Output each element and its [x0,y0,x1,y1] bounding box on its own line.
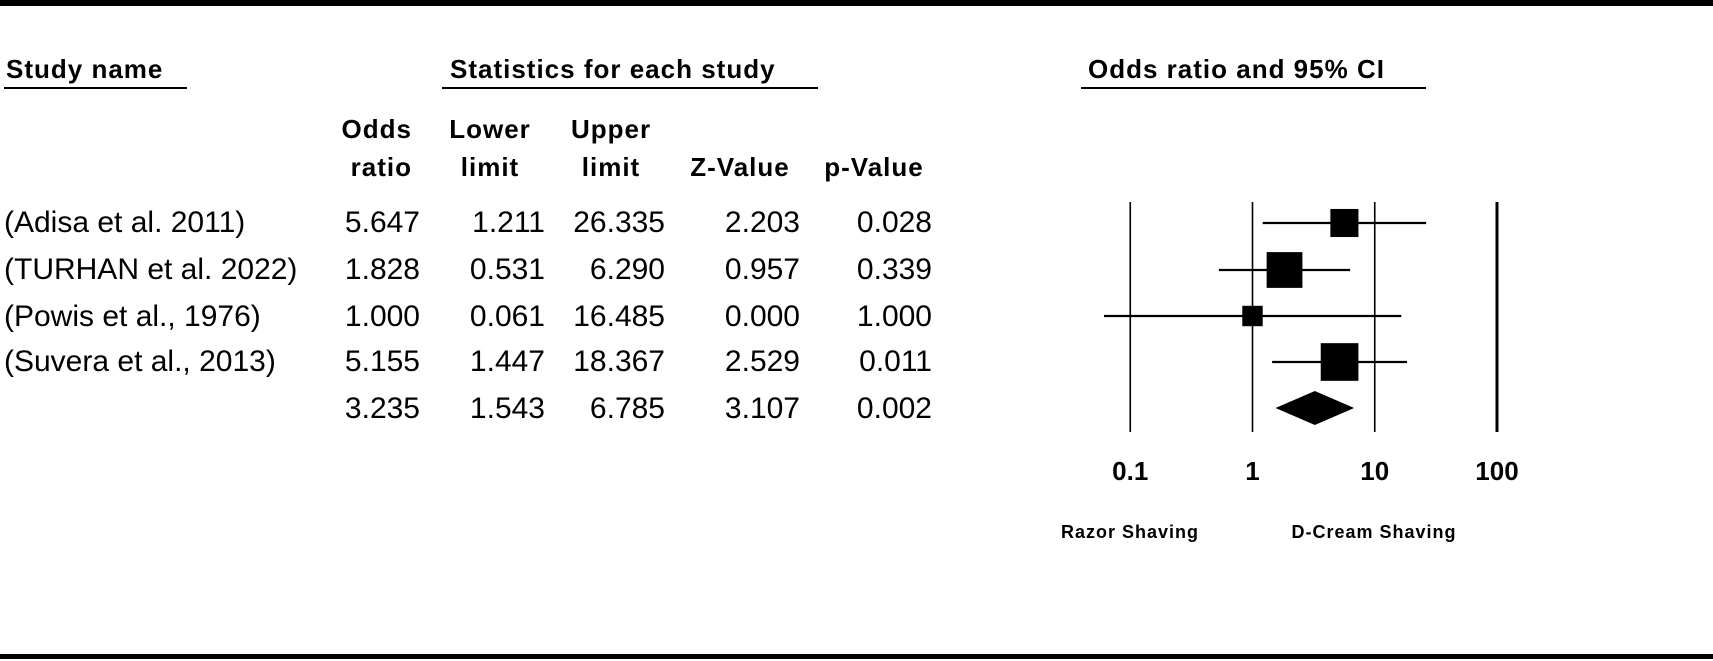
p-value-cell: 1.000 [856,300,932,333]
odds-ratio-ci-header: Odds ratio and 95% CI [1088,54,1385,84]
lower-limit-cell: 0.061 [469,300,545,333]
x-tick-label: 100 [1475,456,1518,486]
study-name-cell: (Suvera et al., 2013) [4,345,276,378]
z-value-col-header: Z-Value [690,152,790,182]
p-value-cell: 0.339 [856,253,932,286]
left-favours-label: Razor Shaving [1061,522,1199,542]
odds-ratio-cell: 5.647 [344,206,420,239]
study-name-cell: (TURHAN et al. 2022) [4,253,298,286]
x-tick-label: 10 [1360,456,1389,486]
upper-limit-col-header: Upper limit [570,114,652,182]
z-value-cell: 0.957 [724,253,800,286]
study-marker [1242,305,1263,327]
study-name-underline [4,87,187,89]
odds-ratio-col-header: Odds ratio [341,114,412,182]
upper-limit-cell: 16.485 [573,300,665,333]
upper-limit-cell: 26.335 [573,206,665,239]
study-name-header: Study name [6,54,164,84]
p-value-cell: 0.011 [859,345,932,378]
upper-limit-cell: 18.367 [573,345,665,378]
study-marker [1330,208,1359,238]
x-tick-label: 0.1 [1112,456,1148,486]
odds-ratio-cell: 1.828 [344,253,420,286]
lower-limit-col-header: Lower limit [449,114,531,182]
statistics-underline [442,87,818,89]
statistics-header: Statistics for each study [450,54,776,84]
p-value-cell: 0.002 [856,392,932,425]
study-name-cell: (Adisa et al. 2011) [4,206,246,239]
bottom-rule [0,654,1713,659]
odds-ratio-ci-underline [1081,87,1426,89]
z-value-cell: 0.000 [724,300,800,333]
z-value-cell: 2.529 [724,345,800,378]
upper-limit-cell: 6.290 [589,253,665,286]
upper-limit-cell: 6.785 [589,392,665,425]
right-favours-label: D-Cream Shaving [1291,522,1456,542]
lower-limit-cell: 1.211 [472,206,545,239]
p-value-cell: 0.028 [856,206,932,239]
p-value-col-header: p-Value [824,152,924,182]
odds-ratio-cell: 1.000 [344,300,420,333]
lower-limit-cell: 1.543 [469,392,545,425]
summary-diamond [1275,391,1355,425]
z-value-cell: 2.203 [724,206,800,239]
study-marker [1320,343,1359,381]
lower-limit-cell: 0.531 [469,253,545,286]
z-value-cell: 3.107 [724,392,800,425]
odds-ratio-cell: 3.235 [344,392,420,425]
x-tick-label: 1 [1245,456,1259,486]
odds-ratio-cell: 5.155 [344,345,420,378]
study-marker [1266,252,1303,288]
lower-limit-cell: 1.447 [469,345,545,378]
top-rule [0,0,1713,6]
study-name-cell: (Powis et al., 1976) [4,300,261,333]
